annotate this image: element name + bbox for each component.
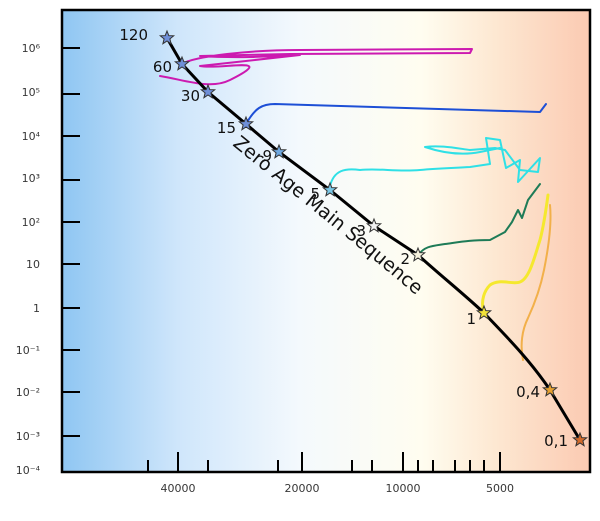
star-marker: [571, 431, 589, 447]
star-marker: [158, 29, 176, 45]
star-marker: [270, 143, 288, 159]
mass-label: 60: [153, 58, 172, 76]
mass-label: 30: [181, 87, 200, 105]
y-tick-label: 10⁻⁴: [16, 464, 41, 477]
y-tick-label: 1: [33, 302, 40, 315]
track-2: [417, 183, 541, 256]
evolution-tracks: [159, 48, 552, 361]
track-5: [329, 137, 541, 187]
y-tick-label: 10⁴: [22, 130, 41, 143]
mass-label: 1: [466, 310, 476, 328]
y-tick-label: 10⁻¹: [16, 344, 40, 357]
y-tick-label: 10⁶: [22, 42, 41, 55]
axis-ticks: [62, 47, 501, 472]
track-60: [159, 48, 473, 86]
track-1: [481, 193, 550, 315]
mass-label: 5: [310, 185, 320, 203]
main-sequence-stars: 120 60 30 15 9 5 3 2 1 0,4 0,1: [119, 26, 589, 450]
star-marker: [173, 55, 191, 71]
y-tick-label: 10³: [22, 172, 40, 185]
star-marker: [237, 115, 255, 131]
mass-label: 120: [119, 26, 148, 44]
mass-label: 15: [217, 119, 236, 137]
star-marker: [365, 217, 383, 233]
y-tick-label: 10: [26, 258, 40, 271]
y-tick-label: 10⁻³: [16, 430, 40, 443]
star-marker: [475, 304, 493, 320]
track-15: [245, 103, 547, 125]
mass-label: 0,4: [516, 383, 540, 401]
mass-label: 9: [262, 147, 272, 165]
plot-background: [60, 8, 592, 474]
mass-label: 0,1: [544, 432, 568, 450]
mass-label: 3: [356, 222, 366, 240]
x-tick-labels: 40000 20000 10000 5000: [161, 482, 515, 495]
mass-label: 2: [400, 250, 410, 268]
star-marker: [321, 181, 339, 197]
star-marker: [409, 246, 427, 262]
y-tick-label: 10⁵: [22, 86, 40, 99]
x-tick-label: 40000: [161, 482, 196, 495]
star-marker: [199, 83, 217, 99]
y-tick-label: 10²: [22, 216, 40, 229]
y-tick-label: 10⁻²: [16, 386, 40, 399]
star-marker: [541, 381, 559, 397]
main-sequence-line: [165, 37, 582, 441]
x-tick-label: 20000: [285, 482, 320, 495]
x-tick-label: 5000: [486, 482, 514, 495]
track-0-4: [520, 204, 552, 361]
x-tick-label: 10000: [386, 482, 421, 495]
y-tick-labels: 10⁶ 10⁵ 10⁴ 10³ 10² 10 1 10⁻¹ 10⁻² 10⁻³ 10⁻⁴: [16, 42, 41, 477]
